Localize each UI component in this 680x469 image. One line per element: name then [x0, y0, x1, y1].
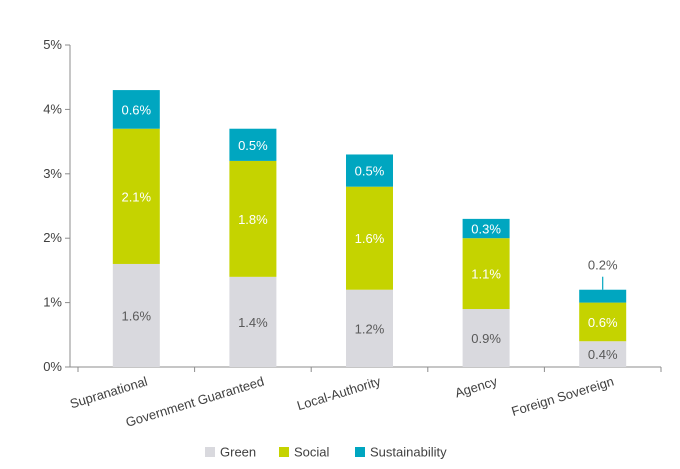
bar-green-1	[229, 276, 277, 367]
bar-green-3	[462, 309, 510, 367]
legend-swatch-social	[279, 447, 289, 457]
bar-sustainability-4	[579, 289, 627, 303]
data-labels: 1.6% 2.1% 0.6% 1.4% 1.8% 0.5% 1.2% 1.6% 0.5% 0.9%…	[121, 102, 617, 362]
data-label: 1.6%	[355, 231, 385, 246]
data-label: 0.5%	[238, 138, 268, 153]
y-tick-label: 1%	[43, 295, 62, 310]
y-tick-label: 4%	[43, 101, 62, 116]
bar-social-4	[579, 302, 627, 342]
data-label: 2.1%	[121, 189, 151, 204]
y-tick-label: 5%	[43, 37, 62, 52]
data-label: 0.5%	[355, 164, 385, 179]
data-label: 0.4%	[588, 347, 618, 362]
data-label: 0.6%	[121, 102, 151, 117]
data-label: 0.3%	[471, 222, 501, 237]
legend-swatch-sustainability	[355, 447, 365, 457]
bar-social-2	[346, 186, 393, 290]
data-label: 0.2%	[588, 258, 618, 273]
bars	[112, 90, 627, 367]
bar-sustainability-2	[346, 154, 393, 187]
bar-social-3	[462, 238, 510, 310]
data-label: 1.4%	[238, 315, 268, 330]
data-label: 1.1%	[471, 267, 501, 282]
bar-sustainability-0	[112, 90, 160, 129]
data-label: 0.9%	[471, 331, 501, 346]
bar-social-1	[229, 160, 277, 277]
bar-social-0	[112, 128, 160, 264]
bar-sustainability-3	[462, 218, 510, 239]
y-tick-label: 0%	[43, 359, 62, 374]
axes: 0% 1% 2% 3% 4% 5%	[43, 37, 662, 374]
legend: Green Social Sustainability	[205, 445, 447, 460]
legend-swatch-green	[205, 447, 215, 457]
category-label: Local-Authority	[295, 373, 383, 413]
legend-label: Social	[294, 445, 330, 460]
data-label: 0.6%	[588, 315, 618, 330]
data-label: 1.6%	[121, 308, 151, 323]
bar-green-2	[346, 289, 393, 367]
category-label: Foreign Sovereign	[510, 374, 616, 419]
legend-label: Green	[220, 445, 256, 460]
data-label: 1.8%	[238, 212, 268, 227]
data-label: 1.2%	[355, 321, 385, 336]
bar-green-0	[112, 263, 160, 367]
y-tick-label: 3%	[43, 166, 62, 181]
legend-label: Sustainability	[370, 445, 447, 460]
y-tick-label: 2%	[43, 230, 62, 245]
category-label: Supranational	[68, 373, 149, 411]
bar-sustainability-1	[229, 128, 277, 161]
category-label: Agency	[453, 373, 499, 400]
bar-green-4	[579, 341, 627, 367]
